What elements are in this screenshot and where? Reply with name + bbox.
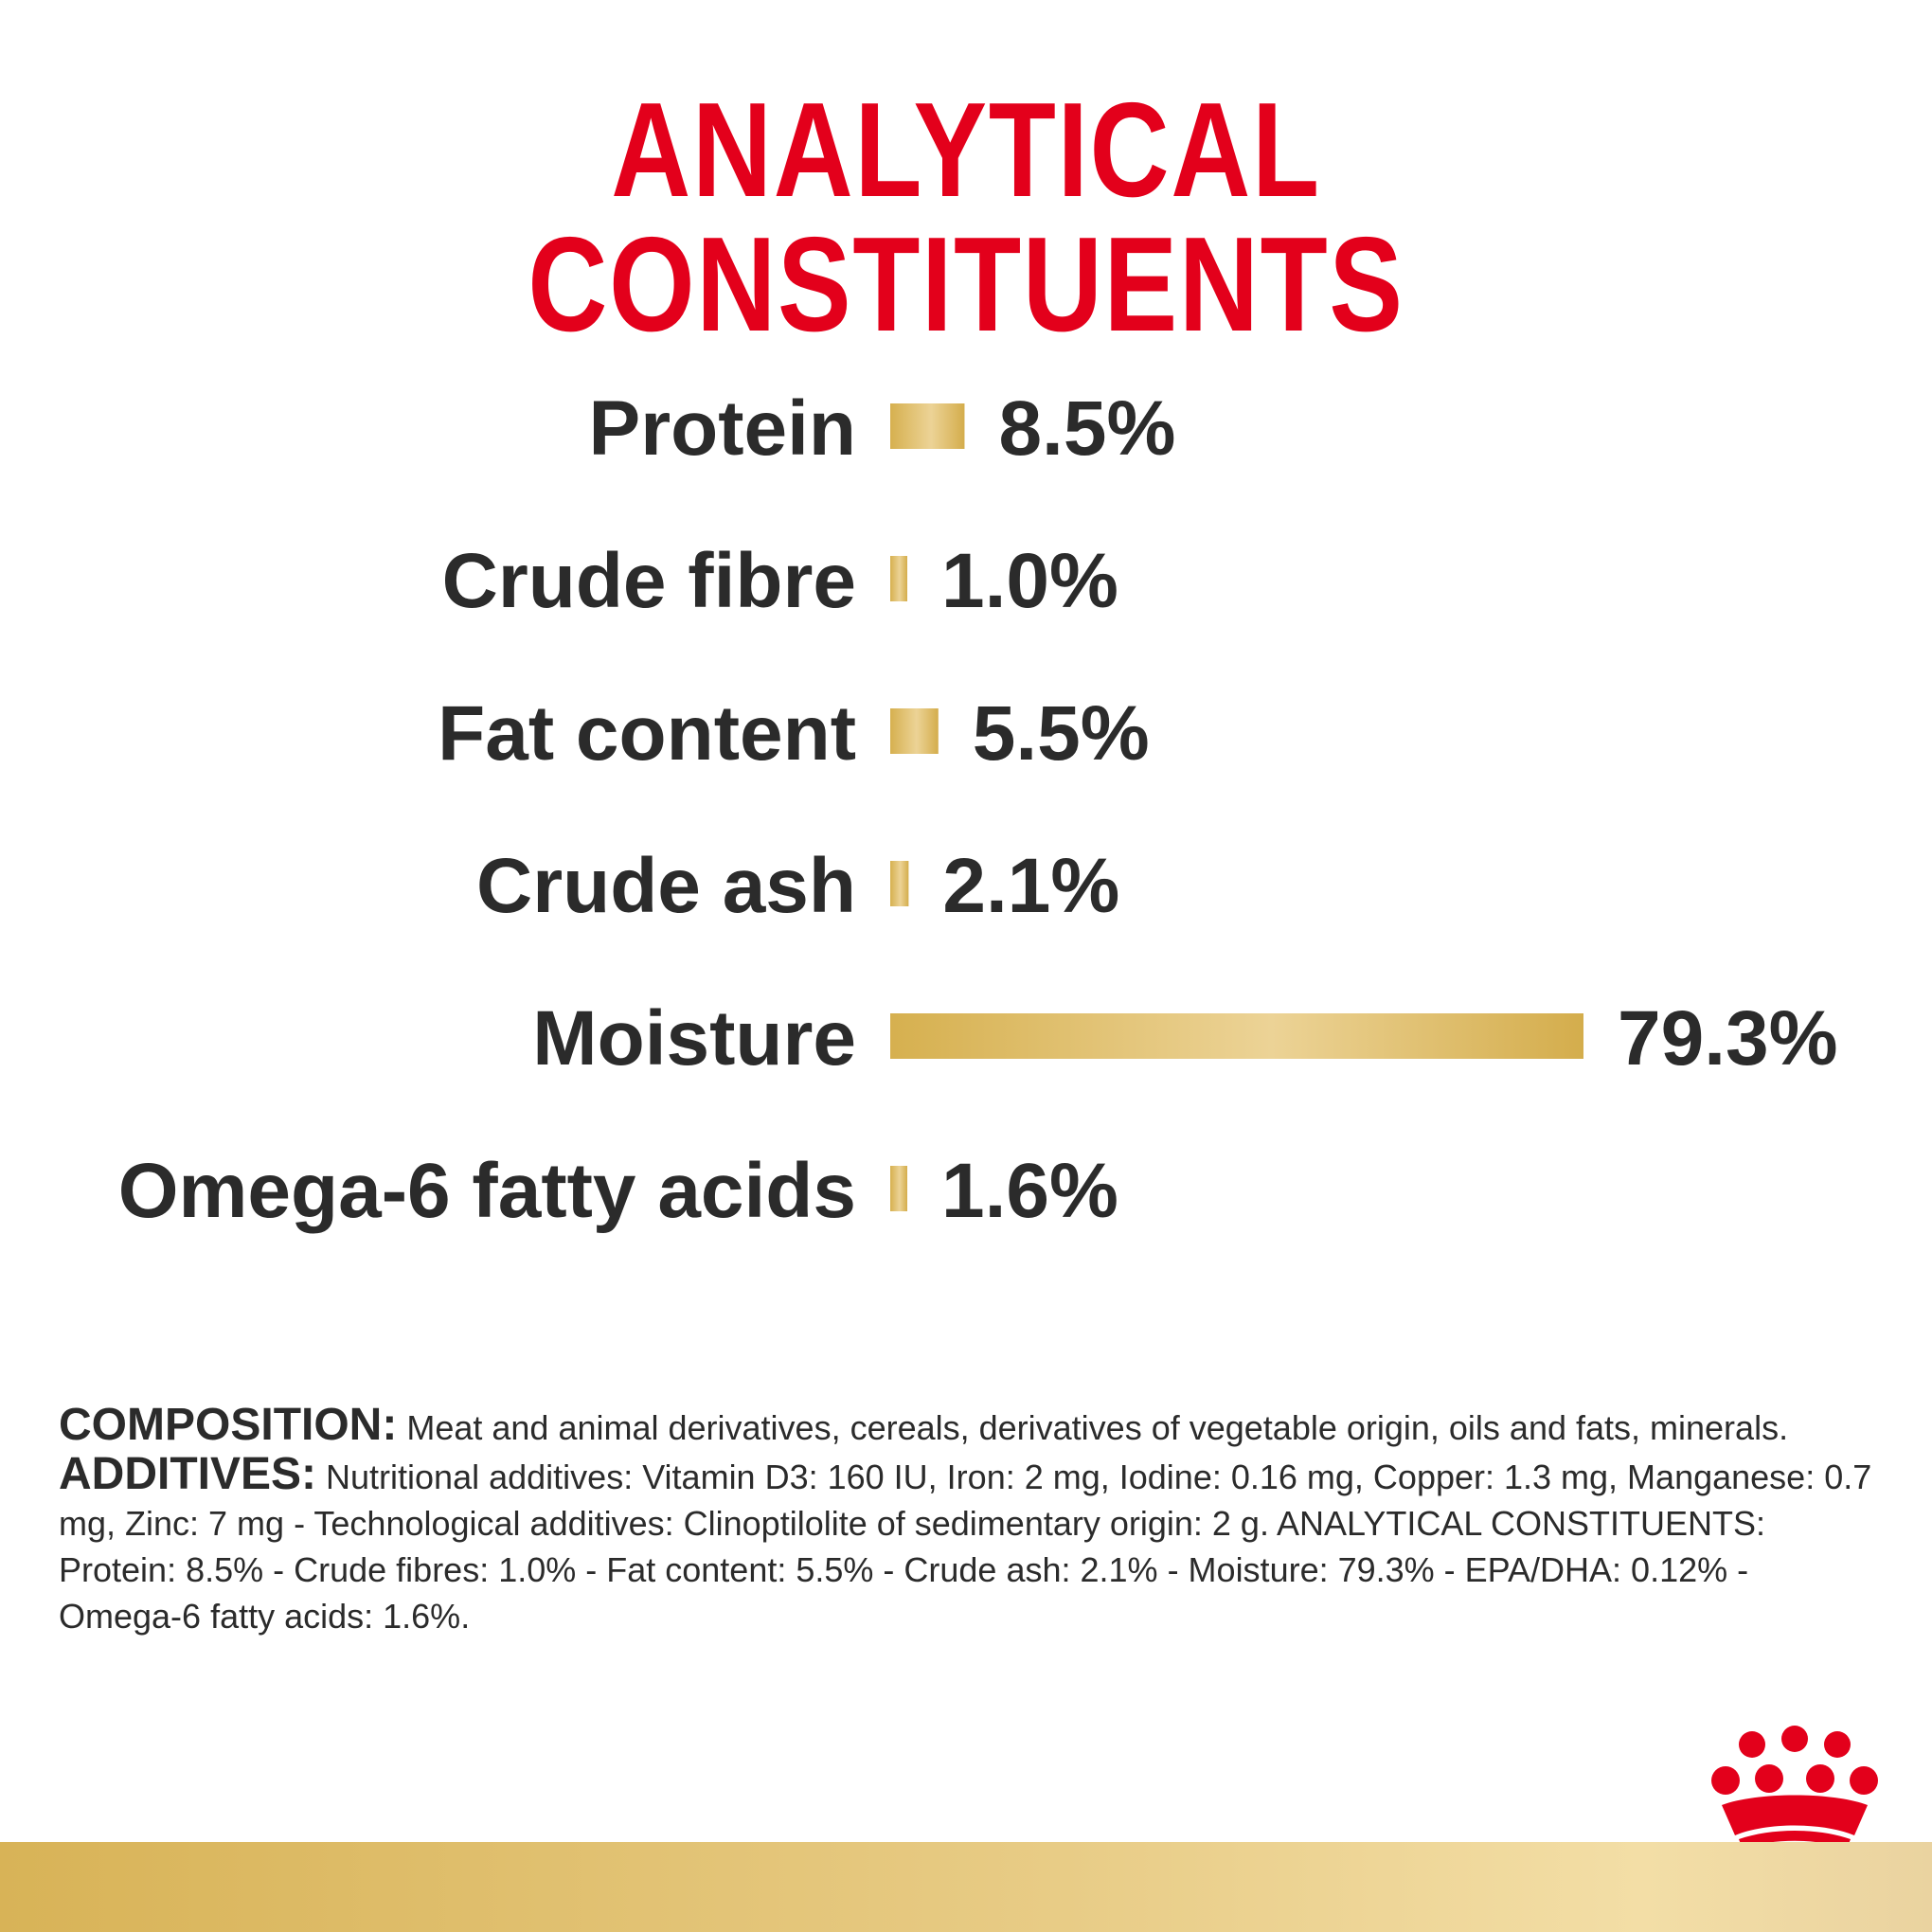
additives-label: ADDITIVES: [59, 1449, 317, 1499]
bar-5 [890, 1166, 907, 1211]
composition-text: Meat and animal derivatives, cereals, de… [406, 1408, 1789, 1447]
additives-line: ADDITIVES: Nutritional additives: Vitami… [59, 1451, 1877, 1639]
composition-block: COMPOSITION: Meat and animal derivatives… [59, 1402, 1877, 1639]
composition-label: COMPOSITION: [59, 1400, 398, 1450]
bar-value-label-1: 1.0% [941, 538, 1118, 624]
bar-chart: Protein 8.5% Crude fibre 1.0% Fat content 5.5… [118, 385, 1838, 1234]
bar-3 [890, 861, 909, 906]
bar-value-label-5: 1.6% [941, 1148, 1118, 1234]
bar-label-4: Moisture [532, 995, 856, 1082]
bar-value-label-2: 5.5% [973, 690, 1150, 777]
crown-logo-icon [1711, 1726, 1878, 1861]
bar-value-label-0: 8.5% [998, 385, 1175, 472]
bar-0 [890, 403, 965, 449]
bar-label-2: Fat content [438, 690, 856, 777]
additives-text: Nutritional additives: Vitamin D3: 160 I… [59, 1458, 1872, 1636]
composition-line: COMPOSITION: Meat and animal derivatives… [59, 1402, 1877, 1451]
bar-value-label-3: 2.1% [942, 843, 1119, 929]
bar-1 [890, 556, 907, 601]
bar-label-1: Crude fibre [442, 538, 856, 624]
bar-label-0: Protein [589, 385, 856, 472]
bar-label-3: Crude ash [476, 843, 856, 929]
page-title: ANALYTICAL CONSTITUENTS [528, 75, 1404, 360]
bar-2 [890, 708, 939, 754]
bar-4 [890, 1013, 1583, 1059]
bar-value-label-4: 79.3% [1618, 995, 1838, 1082]
footer-band [0, 1842, 1932, 1932]
bar-label-5: Omega-6 fatty acids [118, 1148, 856, 1234]
